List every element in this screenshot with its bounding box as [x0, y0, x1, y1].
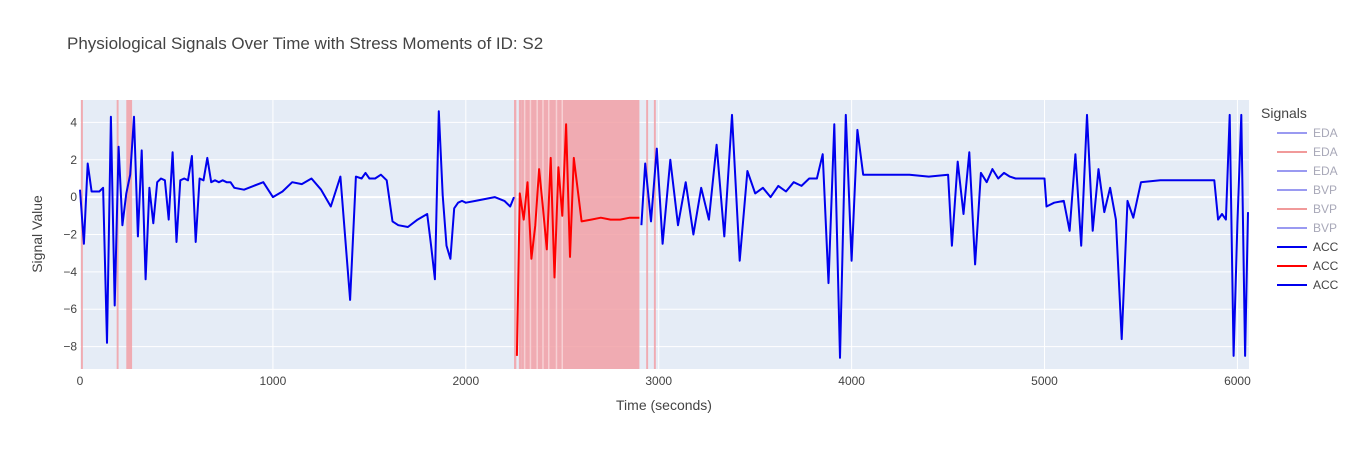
stress-band	[514, 100, 517, 369]
stress-band	[80, 100, 83, 369]
legend-item-label[interactable]: BVP	[1313, 202, 1337, 216]
stress-band	[518, 100, 522, 369]
axis-ticks: 0 1000 2000 3000 4000 5000 6000 −8 −6 −4 −2 0 2 4	[63, 115, 1251, 388]
legend-title: Signals	[1261, 105, 1307, 121]
legend-item-label[interactable]: BVP	[1313, 221, 1337, 235]
legend-item-label[interactable]: ACC	[1313, 240, 1339, 254]
x-tick-label: 1000	[260, 374, 287, 388]
x-axis-title: Time (seconds)	[616, 397, 712, 413]
stress-band	[126, 100, 133, 369]
chart-title: Physiological Signals Over Time with Str…	[67, 34, 543, 53]
y-tick-label: 0	[70, 190, 77, 204]
x-tick-label: 0	[77, 374, 84, 388]
legend-item-label[interactable]: ACC	[1313, 259, 1339, 273]
y-tick-label: 2	[70, 153, 77, 167]
series-line-acc	[640, 113, 1249, 359]
legend-item-label[interactable]: EDA	[1313, 164, 1338, 178]
legend-item-label[interactable]: BVP	[1313, 183, 1337, 197]
stress-band	[653, 100, 656, 369]
series-line-acc	[515, 123, 640, 356]
y-tick-label: −2	[63, 228, 77, 242]
stress-band	[521, 100, 640, 369]
legend-item-label[interactable]: EDA	[1313, 145, 1338, 159]
y-tick-label: 4	[70, 115, 77, 129]
stress-bands	[80, 100, 656, 369]
series-line-acc	[79, 110, 515, 344]
y-tick-label: −4	[63, 265, 77, 279]
legend-item-label[interactable]: ACC	[1313, 278, 1339, 292]
x-tick-label: 6000	[1224, 374, 1251, 388]
y-tick-label: −8	[63, 340, 77, 354]
legend: EDA EDA EDA BVP BVP BVP ACC ACC ACC	[1277, 126, 1339, 292]
y-axis-title: Signal Value	[29, 195, 45, 273]
x-tick-label: 4000	[838, 374, 865, 388]
stress-band	[116, 100, 119, 369]
signal-series	[79, 110, 1249, 359]
y-tick-label: −6	[63, 302, 77, 316]
x-tick-label: 2000	[452, 374, 479, 388]
grid-lines	[79, 100, 1249, 369]
stress-band	[646, 100, 649, 369]
legend-item-label[interactable]: EDA	[1313, 126, 1338, 140]
x-tick-label: 5000	[1031, 374, 1058, 388]
x-tick-label: 3000	[645, 374, 672, 388]
